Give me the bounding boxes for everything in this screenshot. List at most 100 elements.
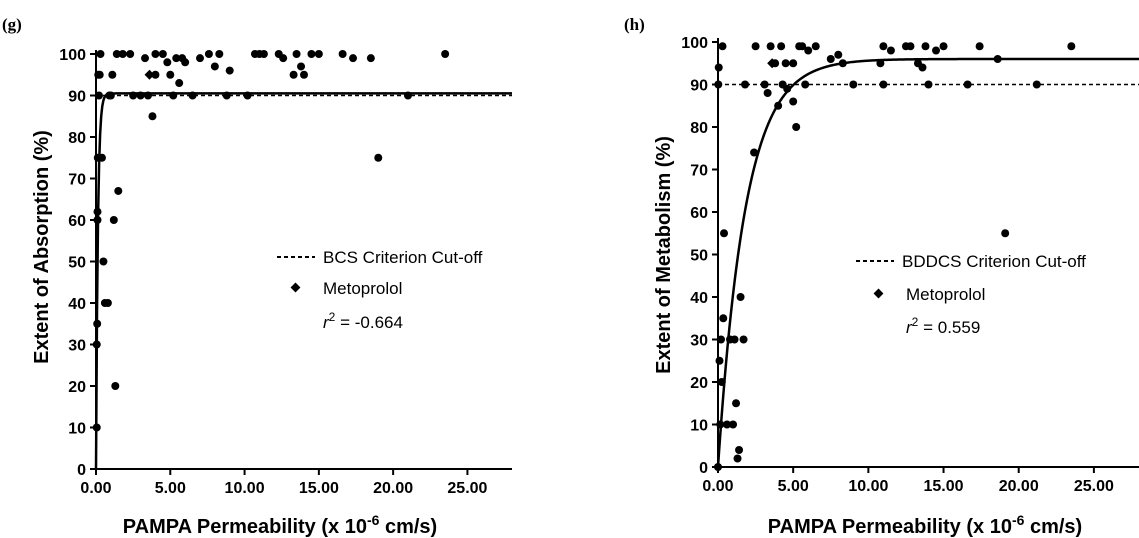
data-point-h (886, 46, 895, 55)
data-point-g (96, 50, 105, 58)
data-point-g (95, 70, 104, 79)
data-point-g (215, 50, 224, 58)
data-point-g (148, 112, 157, 121)
data-point-h (849, 80, 858, 89)
data-point-g (126, 50, 135, 58)
data-point-g (404, 91, 412, 100)
data-point-g (151, 50, 160, 58)
y-tick-label-g: 0 (77, 462, 86, 479)
data-point-h (876, 59, 885, 68)
x-tick-label-h: 0.00 (702, 478, 733, 495)
y-tick-label-g: 20 (68, 379, 86, 396)
data-point-g (163, 58, 172, 67)
data-point-h (750, 148, 759, 157)
data-point-h (798, 42, 807, 51)
data-point-h (939, 42, 948, 51)
y-tick-label-g: 30 (68, 338, 86, 355)
data-point-g (289, 70, 298, 79)
data-point-g (106, 91, 115, 100)
data-point-g (144, 91, 152, 100)
data-point-h (751, 42, 760, 51)
x-axis-title-g: PAMPA Permeability (x 10-6 cm/s) (123, 512, 437, 538)
data-point-h (801, 80, 810, 89)
plot-area-h: 0 10 20 30 40 50 60 70 80 90 100 0.00 5.00 10.00 15.00… (681, 35, 1139, 495)
data-point-h (719, 314, 728, 323)
data-point-g (210, 62, 219, 71)
data-point-g (166, 70, 175, 79)
r-squared-g: r2 = -0.664 (323, 310, 403, 332)
data-point-g (222, 91, 231, 100)
data-point-h (1067, 42, 1076, 51)
y-tick-label-h: 90 (690, 78, 708, 95)
data-point-h (736, 293, 745, 301)
data-point-h (838, 59, 847, 68)
y-tick-label-g: 40 (68, 296, 86, 313)
x-tick-label-g: 20.00 (373, 480, 413, 497)
data-point-g (111, 382, 120, 390)
legend-cutoff-label-g: BCS Criterion Cut-off (323, 248, 483, 267)
x-tick-label-h: 20.00 (999, 478, 1039, 495)
x-tick-label-g: 10.00 (225, 480, 265, 497)
y-tick-label-h: 20 (690, 375, 708, 392)
legend-g: BCS Criterion Cut-off Metoprolol r2 = -0… (277, 248, 483, 332)
data-point-g (108, 70, 117, 79)
data-point-h (716, 420, 725, 429)
data-point-h (739, 335, 748, 344)
data-point-h (714, 63, 723, 72)
data-point-g (196, 54, 204, 63)
x-tick-label-h: 5.00 (778, 478, 809, 495)
data-point-h (715, 356, 724, 365)
data-point-g (141, 54, 150, 63)
data-point-h (834, 50, 843, 59)
data-point-h (1001, 229, 1010, 238)
y-axis-title-h: Extent of Metabolism (%) (653, 136, 675, 374)
panel-label-g: (g) (2, 15, 22, 34)
x-tick-label-g: 15.00 (299, 480, 339, 497)
data-point-g (103, 299, 112, 307)
y-tick-label-g: 100 (59, 47, 86, 64)
y-tick-label-h: 0 (699, 460, 708, 477)
x-tick-label-h: 15.00 (924, 478, 964, 495)
data-point-h (1032, 80, 1041, 89)
data-point-g (93, 207, 102, 216)
data-point-h (783, 84, 792, 93)
data-point-g (94, 91, 103, 100)
x-tick-label-g: 0.00 (80, 480, 111, 497)
data-point-h (763, 89, 772, 97)
data-point-h (714, 80, 723, 89)
data-point-g (118, 50, 127, 58)
y-tick-label-g: 50 (68, 255, 86, 272)
data-point-h (723, 420, 732, 429)
data-point-h (921, 42, 930, 51)
data-point-g (112, 50, 121, 58)
data-point-h (732, 399, 741, 408)
data-point-h (777, 42, 786, 51)
legend-h: BDDCS Criterion Cut-off Metoprolol r2 = … (856, 252, 1086, 337)
data-point-g (181, 58, 190, 67)
data-point-g (92, 340, 101, 349)
data-point-h (760, 80, 769, 89)
data-point-h (781, 59, 790, 68)
data-point-h (718, 42, 727, 51)
data-point-g (92, 423, 101, 432)
legend-metoprolol-marker-g (290, 282, 301, 293)
data-point-g (225, 66, 234, 75)
data-point-h (789, 97, 798, 106)
data-point-g (292, 50, 301, 58)
data-point-g (97, 153, 106, 162)
data-point-g (338, 50, 347, 58)
x-axis-title-h: PAMPA Permeability (x 10-6 cm/s) (768, 512, 1082, 538)
data-point-h (993, 55, 1002, 63)
metoprolol-point-h (767, 58, 778, 69)
data-point-g (99, 257, 108, 266)
data-point-h (730, 335, 739, 344)
data-point-h (789, 59, 798, 68)
panel-g: (g) 0 10 20 30 40 50 60 70 80 90 100 0.00 5.00 10.00 1… (2, 15, 512, 538)
data-point-g (314, 50, 323, 58)
x-tick-label-h: 25.00 (1074, 478, 1114, 495)
data-point-h (975, 42, 984, 51)
data-point-h (811, 42, 820, 51)
data-point-h (918, 63, 927, 72)
data-point-g (114, 186, 123, 195)
